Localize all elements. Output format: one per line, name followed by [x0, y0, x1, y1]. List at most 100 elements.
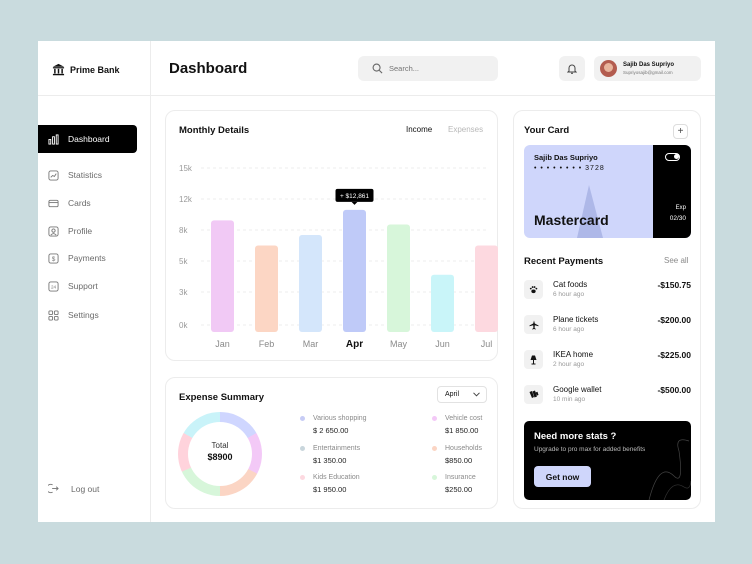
- page-title: Dashboard: [169, 60, 248, 77]
- tooltip: [335, 188, 374, 202]
- donut-center: Total $8900: [178, 441, 262, 462]
- see-all-link[interactable]: See all: [664, 256, 689, 265]
- support-icon: 24: [48, 280, 59, 292]
- user-profile-button[interactable]: Sajib Das Supriyo Supriyosajib@gmail.com: [594, 56, 701, 81]
- sidebar-item-label: Dashboard: [68, 134, 110, 144]
- user-email: Supriyosajib@gmail.com: [623, 70, 673, 75]
- tooltip-arrow: [351, 201, 358, 205]
- bar-may[interactable]: [387, 224, 410, 332]
- add-card-button[interactable]: +: [673, 124, 688, 139]
- card-exp-value: 02/30: [669, 215, 686, 222]
- expense-legend-item: Households $850.00: [432, 445, 482, 465]
- legend-dot: [432, 475, 437, 480]
- user-name: Sajib Das Supriyo: [623, 62, 675, 68]
- x-tick-label: May: [390, 339, 408, 349]
- x-tick-label: Mar: [303, 339, 319, 349]
- expense-name-text: Entertainments: [313, 445, 361, 452]
- bar-jun[interactable]: [431, 274, 454, 332]
- y-tick-label: 15k: [179, 164, 193, 173]
- expense-name-text: Various shopping: [313, 415, 367, 422]
- payment-item[interactable]: Google wallet 10 min ago -$500.00: [524, 383, 691, 411]
- x-tick-label: Feb: [259, 339, 275, 349]
- card-title: Monthly Details: [179, 125, 250, 136]
- bar-apr[interactable]: [343, 209, 366, 332]
- payment-item[interactable]: Plane tickets 6 hour ago -$200.00: [524, 313, 691, 341]
- trend-icon: [48, 169, 59, 181]
- sidebar-item-support[interactable]: 24 Support: [38, 272, 137, 300]
- logout-button[interactable]: Log out: [48, 483, 99, 494]
- profile-icon: [48, 225, 59, 237]
- payment-amount: -$150.75: [657, 280, 691, 290]
- brand-name: Prime Bank: [70, 64, 120, 75]
- expense-value: $850.00: [445, 456, 473, 465]
- expense-legend-item: Entertainments $1 350.00: [300, 445, 360, 465]
- bar-jul[interactable]: [475, 245, 498, 332]
- payment-amount: -$225.00: [657, 350, 691, 360]
- sidebar-item-statistics[interactable]: Statistics: [38, 161, 137, 189]
- recent-payments-title: Recent Payments: [524, 256, 604, 267]
- payment-name: IKEA home: [553, 350, 594, 359]
- svg-text:$: $: [52, 255, 56, 262]
- sidebar: Prime Bank Dashboard Statistics Cards Pr…: [38, 41, 151, 522]
- expense-name-text: Households: [445, 445, 482, 452]
- payment-amount: -$200.00: [657, 315, 691, 325]
- payment-item[interactable]: Cat foods 6 hour ago -$150.75: [524, 278, 691, 306]
- payment-time: 2 hour ago: [553, 361, 585, 368]
- expense-value: $250.00: [445, 485, 473, 494]
- card-exp-label: Exp: [675, 205, 686, 211]
- expense-legend-item: Various shopping $ 2 650.00: [300, 415, 367, 435]
- dollar-icon: $: [48, 252, 59, 264]
- tab-expenses[interactable]: Expenses: [448, 125, 484, 134]
- expense-name: Insurance: [432, 474, 476, 481]
- donut-total-value: $8900: [207, 452, 233, 462]
- divider: [38, 95, 151, 96]
- search-bar[interactable]: [358, 56, 498, 81]
- expense-legend-item: Kids Education $1 950.00: [300, 474, 360, 494]
- legend-dot: [300, 475, 305, 480]
- bar-feb[interactable]: [255, 245, 278, 332]
- payment-name: Cat foods: [553, 280, 588, 289]
- bar-chart-icon: [48, 133, 59, 145]
- bar-mar[interactable]: [299, 234, 322, 332]
- payment-time: 10 min ago: [553, 396, 586, 403]
- sidebar-item-profile[interactable]: Profile: [38, 217, 137, 245]
- payment-amount: -$500.00: [657, 385, 691, 395]
- sidebar-item-label: Support: [68, 281, 98, 291]
- donut-total-label: Total: [211, 441, 229, 450]
- user-info: Sajib Das Supriyo Supriyosajib@gmail.com: [623, 62, 674, 75]
- tab-income[interactable]: Income: [406, 125, 433, 134]
- bank-icon: [52, 63, 65, 76]
- expense-value: $ 2 650.00: [313, 426, 349, 435]
- lamp-icon: [524, 350, 543, 369]
- month-select[interactable]: April: [437, 386, 487, 403]
- get-now-button[interactable]: Get now: [534, 466, 591, 487]
- toggle-icon[interactable]: [665, 153, 680, 161]
- bar-jan[interactable]: [211, 220, 234, 332]
- x-tick-label: Jul: [481, 339, 493, 349]
- search-input[interactable]: [389, 64, 479, 73]
- sidebar-item-settings[interactable]: Settings: [38, 301, 137, 329]
- expense-value: $1 350.00: [313, 456, 347, 465]
- expense-value: $1 950.00: [313, 485, 347, 494]
- sidebar-item-dashboard[interactable]: Dashboard: [38, 125, 137, 153]
- expense-summary-card: Expense Summary April Total $8900 Variou…: [165, 377, 498, 509]
- search-icon: [372, 63, 383, 74]
- card-brand: Mastercard: [534, 212, 609, 228]
- promo-subtitle: Upgrade to pro max for added benefits: [534, 446, 646, 453]
- bank-card[interactable]: Sajib Das Supriyo • • • • • • • • 3728 M…: [524, 145, 691, 238]
- monthly-details-card: Monthly Details Income Expenses 15k 12k 8k…: [165, 110, 498, 361]
- upgrade-promo: Need more stats ? Upgrade to pro max for…: [524, 421, 691, 500]
- sidebar-item-cards[interactable]: Cards: [38, 189, 137, 217]
- card-title: Expense Summary: [179, 392, 265, 403]
- svg-text:24: 24: [51, 284, 57, 289]
- expense-name: Various shopping: [300, 415, 367, 422]
- logout-icon: [48, 483, 59, 494]
- payment-item[interactable]: IKEA home 2 hour ago -$225.00: [524, 348, 691, 376]
- card-title: Your Card: [524, 125, 570, 136]
- expense-name: Vehicle cost: [432, 415, 482, 422]
- brand[interactable]: Prime Bank: [52, 63, 120, 76]
- grid-icon: [48, 309, 59, 321]
- app-window: Prime Bank Dashboard Statistics Cards Pr…: [38, 41, 715, 522]
- sidebar-item-payments[interactable]: $ Payments: [38, 244, 137, 272]
- notifications-button[interactable]: [559, 56, 585, 81]
